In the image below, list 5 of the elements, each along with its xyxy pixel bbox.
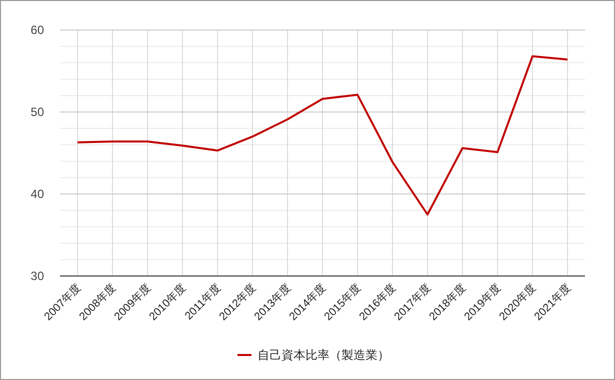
legend-label: 自己資本比率（製造業） bbox=[258, 348, 390, 362]
y-tick-label: 50 bbox=[30, 105, 44, 119]
y-tick-label: 60 bbox=[30, 23, 44, 37]
y-tick-label: 40 bbox=[30, 187, 44, 201]
y-tick-label: 30 bbox=[30, 269, 44, 283]
